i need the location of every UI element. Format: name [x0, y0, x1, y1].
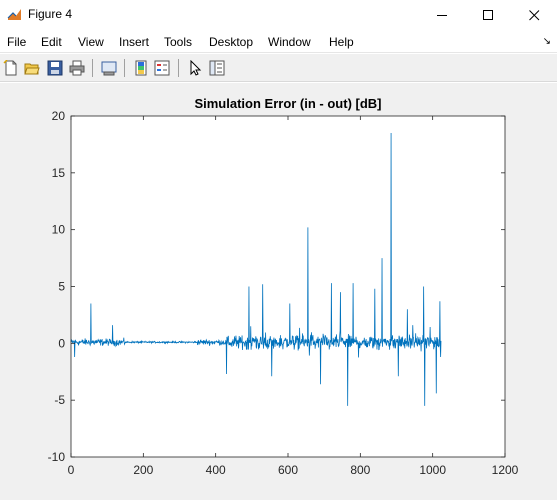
y-tick-label: 15 [52, 166, 66, 180]
x-tick-label: 1200 [492, 463, 519, 477]
y-tick-label: 20 [52, 109, 66, 123]
x-tick-label: 800 [350, 463, 370, 477]
property-inspector-button[interactable] [207, 58, 227, 78]
figure-toolbar [0, 54, 557, 82]
link-plot-icon [101, 61, 117, 76]
minimize-icon [436, 14, 447, 16]
insert-legend-icon [154, 60, 170, 76]
y-tick-label: 0 [58, 336, 65, 350]
menu-window[interactable]: Window [268, 35, 311, 49]
open-file-button[interactable] [22, 58, 42, 78]
maximize-icon [482, 9, 493, 20]
menu-tools[interactable]: Tools [164, 35, 193, 49]
title-bar: Figure 4 [0, 0, 557, 30]
toolbar-separator [92, 59, 93, 77]
maximize-button[interactable] [465, 0, 511, 30]
x-tick-label: 1000 [419, 463, 446, 477]
minimize-button[interactable] [419, 0, 465, 30]
axes-box [70, 115, 506, 458]
print-button[interactable] [67, 58, 87, 78]
toolbar-separator [178, 59, 179, 77]
menu-desktop[interactable]: Desktop [209, 35, 254, 49]
new-figure-icon [3, 60, 17, 76]
print-icon [69, 60, 85, 76]
y-tick-label: -5 [54, 393, 65, 407]
save-button[interactable] [45, 58, 65, 78]
open-file-icon [24, 63, 40, 75]
link-plot-button[interactable] [99, 58, 119, 78]
y-tick-label: 5 [58, 280, 65, 294]
error-series-line[interactable] [70, 133, 442, 406]
y-tick-label: 10 [52, 223, 66, 237]
save-icon [47, 60, 63, 76]
x-tick-label: 400 [206, 463, 226, 477]
insert-colorbar-icon [135, 60, 147, 76]
menu-view[interactable]: View [78, 35, 104, 49]
x-tick-label: 600 [278, 463, 298, 477]
chart-title: Simulation Error (in - out) [dB] [194, 96, 381, 111]
axes-background [71, 116, 505, 457]
menu-file[interactable]: File [7, 35, 27, 49]
menu-insert[interactable]: Insert [119, 35, 150, 49]
dock-arrow-icon[interactable]: ↘ [542, 36, 551, 47]
matlab-figure-icon [7, 9, 21, 20]
line-plot[interactable]: 0 200 400 600 800 1000 1200 -10 -5 0 5 10 15 20 Simul… [0, 83, 557, 500]
x-tick-label: 200 [133, 463, 153, 477]
close-button[interactable] [511, 0, 557, 30]
window-title: Figure 4 [28, 7, 73, 21]
menu-edit[interactable]: Edit [41, 35, 62, 49]
edit-plot-arrow-icon [190, 60, 202, 76]
insert-colorbar-button[interactable] [131, 58, 151, 78]
menu-help[interactable]: Help [329, 35, 354, 49]
toolbar-separator [124, 59, 125, 77]
figure-canvas: 0 200 400 600 800 1000 1200 -10 -5 0 5 10 15 20 Simul… [0, 83, 557, 500]
x-tick-label: 0 [68, 463, 75, 477]
y-tick-label: -10 [48, 450, 66, 464]
edit-plot-button[interactable] [185, 58, 205, 78]
new-figure-button[interactable] [1, 58, 21, 78]
insert-legend-button[interactable] [152, 58, 172, 78]
menu-bar: File Edit View Insert Tools Desktop Wind… [0, 30, 557, 53]
property-inspector-icon [209, 60, 225, 76]
close-icon [528, 9, 539, 20]
